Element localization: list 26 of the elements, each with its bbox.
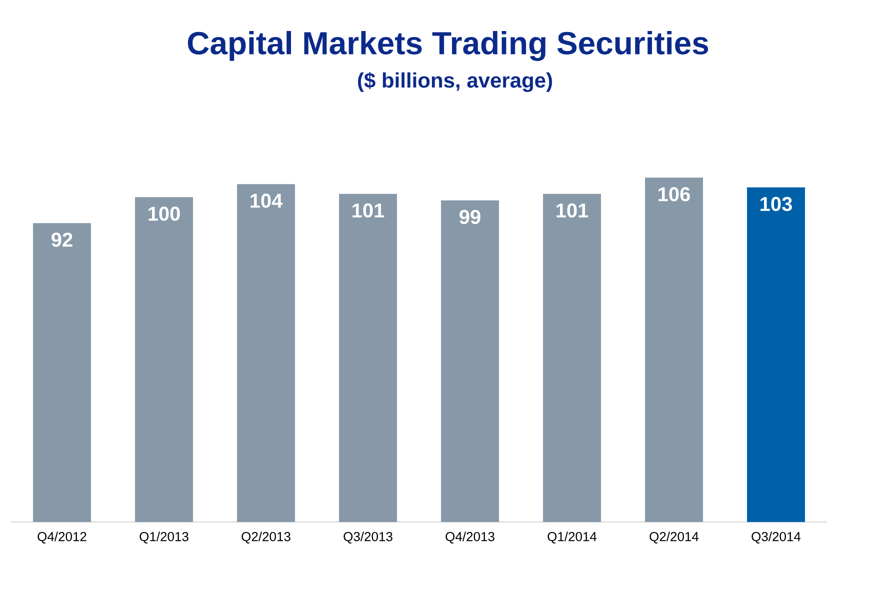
data-label: 104 (250, 194, 283, 208)
bar (33, 223, 92, 522)
x-tick-label: Q1/2014 (548, 532, 597, 544)
x-tick-label: Q1/2013 (140, 532, 188, 544)
bar (135, 197, 194, 522)
x-tick-label: Q4/2013 (446, 532, 494, 544)
data-label: 101 (556, 203, 588, 218)
chart-subtitle: ($ billions, average) (358, 72, 552, 92)
data-label: 92 (52, 232, 72, 247)
x-tick-label: Q4/2012 (38, 532, 86, 544)
bar (746, 187, 805, 522)
x-tick-label: Q2/2013 (242, 532, 290, 544)
data-label: 103 (760, 196, 792, 212)
x-tick-label: Q3/2014 (752, 532, 801, 544)
bar (237, 184, 296, 522)
data-label: 106 (658, 187, 690, 202)
x-tick-label: Q2/2014 (650, 532, 699, 544)
bar (339, 194, 398, 522)
data-label: 100 (148, 206, 180, 221)
data-label: 99 (460, 210, 480, 224)
chart-title: Capital Markets Trading Securities (188, 31, 708, 61)
bar (644, 178, 703, 522)
x-tick-label: Q3/2013 (344, 532, 392, 544)
bar (441, 200, 499, 522)
data-label: 101 (352, 203, 384, 218)
bar (543, 194, 601, 522)
